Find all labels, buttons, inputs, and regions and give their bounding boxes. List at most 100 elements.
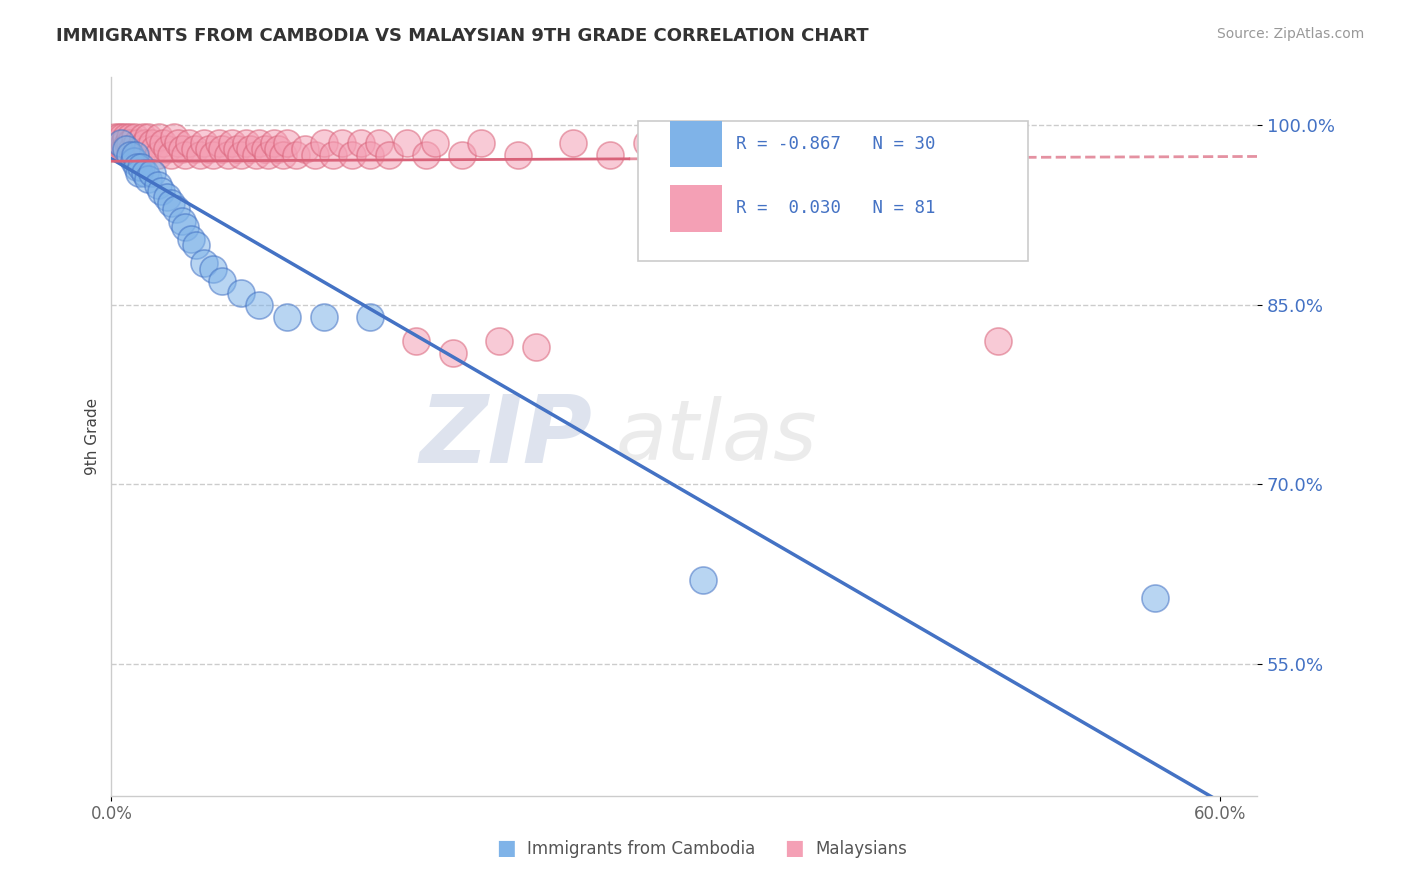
Text: Malaysians: Malaysians [815,840,907,858]
Malaysians [118,136,141,151]
Malaysians [156,142,179,156]
Immigrants from Cambodia [180,232,202,246]
Malaysians [135,142,157,156]
Malaysians [177,136,200,151]
Immigrants from Cambodia [118,148,141,162]
Malaysians [359,148,381,162]
Malaysians [110,142,132,156]
Malaysians [226,142,249,156]
Malaysians [142,142,165,156]
Malaysians [104,130,127,145]
Malaysians [245,148,267,162]
Malaysians [159,148,181,162]
Malaysians [221,136,243,151]
Malaysians [673,148,696,162]
Malaysians [170,142,193,156]
Malaysians [257,148,280,162]
Text: ■: ■ [496,838,516,858]
Text: R = -0.867   N = 30: R = -0.867 N = 30 [735,135,935,153]
Malaysians [235,136,257,151]
Malaysians [112,136,135,151]
Immigrants from Cambodia [146,178,169,193]
Immigrants from Cambodia [1144,591,1167,606]
Malaysians [239,142,262,156]
Malaysians [112,142,135,156]
Malaysians [267,142,290,156]
Immigrants from Cambodia [128,166,150,180]
Malaysians [332,136,354,151]
Malaysians [188,148,211,162]
Immigrants from Cambodia [127,160,149,174]
Malaysians [152,136,174,151]
Malaysians [271,148,294,162]
Immigrants from Cambodia [156,190,179,204]
Immigrants from Cambodia [186,238,208,252]
Immigrants from Cambodia [150,184,173,198]
Text: ■: ■ [785,838,804,858]
Immigrants from Cambodia [312,310,335,324]
Malaysians [636,136,658,151]
Immigrants from Cambodia [134,166,156,180]
Immigrants from Cambodia [692,574,714,588]
Malaysians [405,334,427,348]
Malaysians [146,148,169,162]
Immigrants from Cambodia [170,214,193,228]
Malaysians [183,142,205,156]
Malaysians [118,130,141,145]
Malaysians [107,130,129,145]
Malaysians [217,148,239,162]
Immigrants from Cambodia [229,285,252,300]
Text: IMMIGRANTS FROM CAMBODIA VS MALAYSIAN 9TH GRADE CORRELATION CHART: IMMIGRANTS FROM CAMBODIA VS MALAYSIAN 9T… [56,27,869,45]
Malaysians [441,346,464,360]
Malaysians [304,148,326,162]
Malaysians [599,148,621,162]
Malaysians [115,130,138,145]
Malaysians [294,142,316,156]
Malaysians [124,130,146,145]
Malaysians [396,136,419,151]
Malaysians [488,334,510,348]
Malaysians [470,136,492,151]
Malaysians [128,142,150,156]
Immigrants from Cambodia [129,160,152,174]
Malaysians [247,136,270,151]
Malaysians [122,148,145,162]
Malaysians [121,142,143,156]
Immigrants from Cambodia [211,274,233,288]
Malaysians [562,136,585,151]
Malaysians [322,148,344,162]
Malaysians [423,136,446,151]
Malaysians [148,130,170,145]
Immigrants from Cambodia [193,256,215,270]
Text: Source: ZipAtlas.com: Source: ZipAtlas.com [1216,27,1364,41]
Malaysians [451,148,474,162]
Immigrants from Cambodia [165,202,187,216]
Immigrants from Cambodia [124,148,146,162]
Malaysians [253,142,276,156]
Immigrants from Cambodia [276,310,298,324]
Immigrants from Cambodia [159,196,181,211]
Bar [671,186,723,232]
Malaysians [368,136,391,151]
Malaysians [138,130,160,145]
Immigrants from Cambodia [122,154,145,169]
Immigrants from Cambodia [141,166,163,180]
Text: R =  0.030   N = 81: R = 0.030 N = 81 [735,199,935,217]
Text: Immigrants from Cambodia: Immigrants from Cambodia [527,840,755,858]
Immigrants from Cambodia [115,142,138,156]
Y-axis label: 9th Grade: 9th Grade [86,398,100,475]
Malaysians [263,136,285,151]
Malaysians [340,148,363,162]
Immigrants from Cambodia [247,298,270,312]
Malaysians [312,136,335,151]
Malaysians [174,148,197,162]
Malaysians [117,136,139,151]
Malaysians [202,148,225,162]
Malaysians [111,130,134,145]
Malaysians [526,340,548,354]
Malaysians [105,136,128,151]
Immigrants from Cambodia [359,310,381,324]
Malaysians [167,136,190,151]
Immigrants from Cambodia [138,172,160,186]
Immigrants from Cambodia [174,220,197,235]
